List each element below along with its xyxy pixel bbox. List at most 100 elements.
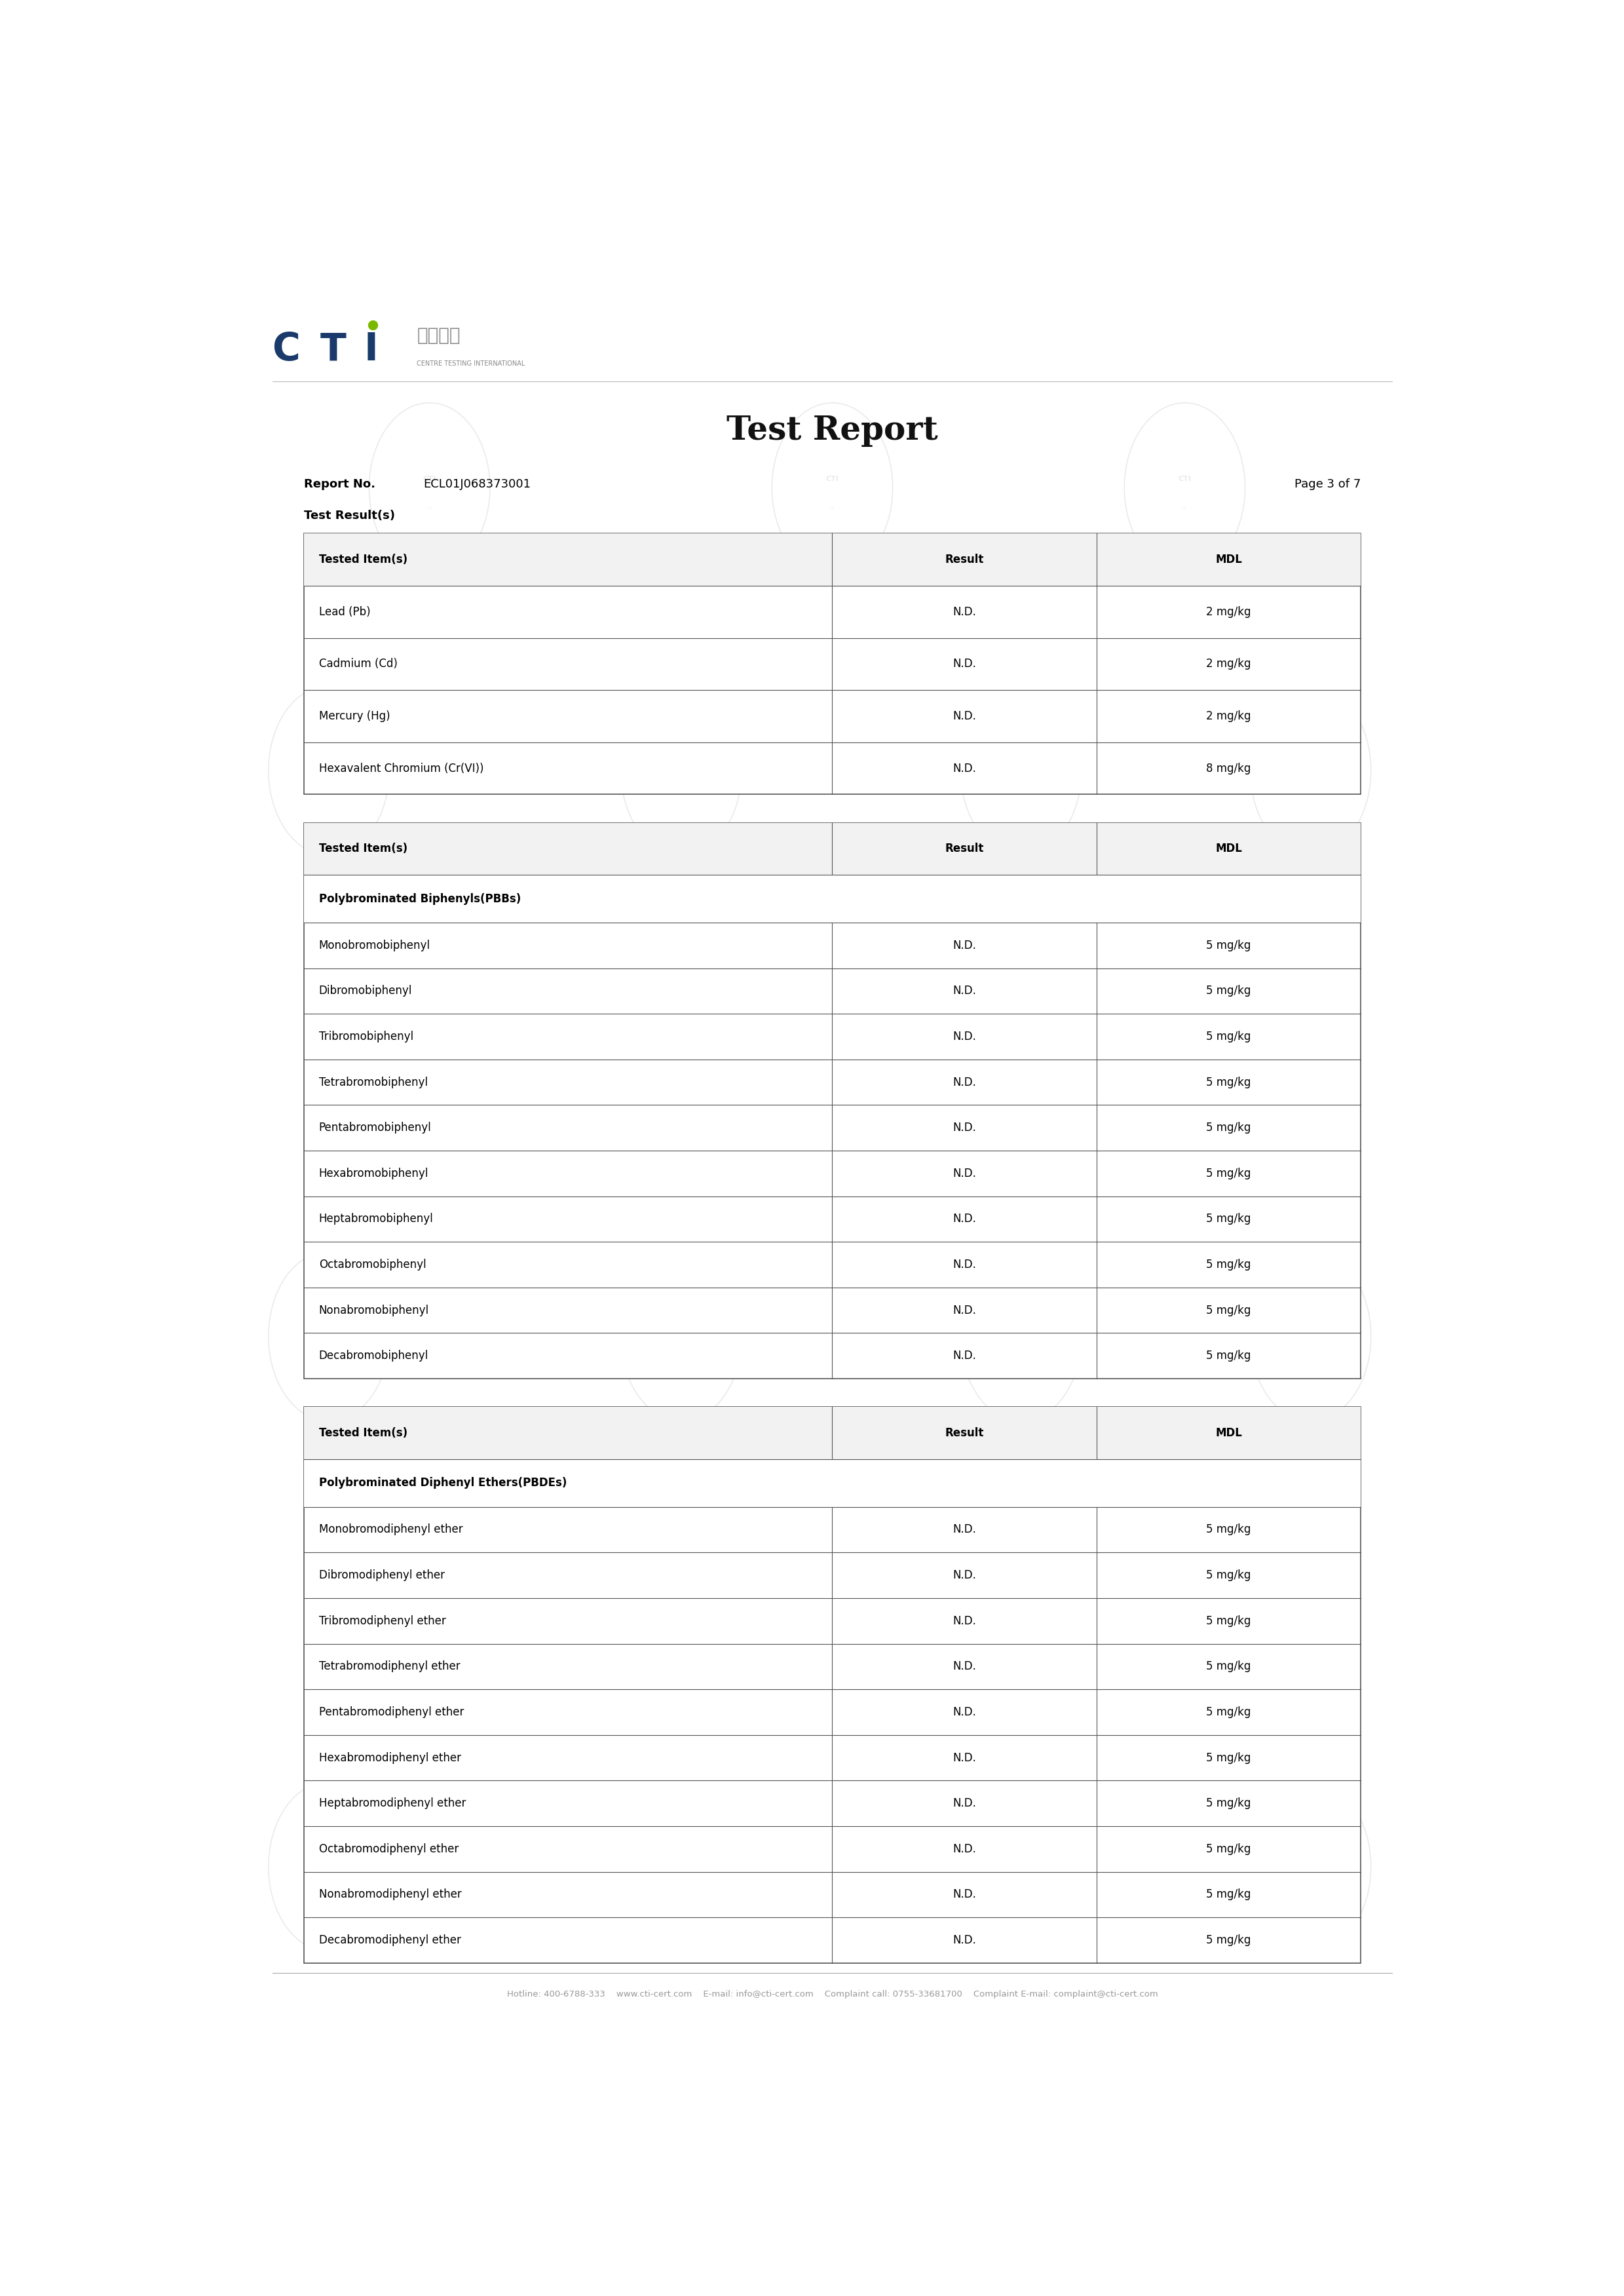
Text: N.D.: N.D.: [953, 1752, 976, 1763]
Text: N.D.: N.D.: [953, 1844, 976, 1855]
Bar: [1096, 533, 1361, 585]
Text: CTI: CTI: [326, 1357, 331, 1359]
Text: N.D.: N.D.: [953, 1212, 976, 1226]
Text: CTI: CTI: [427, 507, 432, 510]
Text: CENTRE TESTING INTERNATIONAL: CENTRE TESTING INTERNATIONAL: [417, 360, 525, 367]
Text: Result: Result: [945, 843, 984, 854]
Text: Hexavalent Chromium (Cr(VI)): Hexavalent Chromium (Cr(VI)): [318, 762, 484, 774]
Text: Nonabromodiphenyl ether: Nonabromodiphenyl ether: [318, 1890, 461, 1901]
Text: Result: Result: [945, 553, 984, 565]
Text: ECL01J068373001: ECL01J068373001: [424, 478, 531, 489]
Text: 5 mg/kg: 5 mg/kg: [1207, 1798, 1250, 1809]
Bar: [1096, 1407, 1361, 1460]
Text: MDL: MDL: [1215, 1428, 1242, 1440]
Text: CTI: CTI: [825, 475, 840, 482]
Text: N.D.: N.D.: [953, 985, 976, 996]
Bar: [831, 533, 1096, 585]
Text: N.D.: N.D.: [953, 1304, 976, 1316]
Text: T: T: [320, 331, 346, 367]
Text: CTI: CTI: [422, 1042, 437, 1047]
Text: CTI: CTI: [1015, 1325, 1028, 1332]
Text: CTI: CTI: [825, 1855, 840, 1862]
Text: CTI: CTI: [1182, 1072, 1187, 1077]
Text: Mercury (Hg): Mercury (Hg): [318, 709, 390, 721]
Text: CTI: CTI: [427, 1639, 432, 1642]
Text: 5 mg/kg: 5 mg/kg: [1207, 1614, 1250, 1628]
Text: 5 mg/kg: 5 mg/kg: [1207, 1304, 1250, 1316]
Text: N.D.: N.D.: [953, 606, 976, 618]
Text: Tested Item(s): Tested Item(s): [318, 1428, 408, 1440]
Text: N.D.: N.D.: [953, 1350, 976, 1362]
Text: Tetrabromodiphenyl ether: Tetrabromodiphenyl ether: [318, 1660, 460, 1671]
Text: 5 mg/kg: 5 mg/kg: [1207, 1123, 1250, 1134]
Text: Report No.: Report No.: [304, 478, 375, 489]
Bar: [304, 875, 1361, 923]
Bar: [304, 1407, 831, 1460]
Text: C: C: [273, 331, 300, 367]
Text: N.D.: N.D.: [953, 709, 976, 721]
Text: CTI: CTI: [825, 1607, 840, 1614]
Text: N.D.: N.D.: [953, 939, 976, 951]
Bar: [304, 1460, 1361, 1506]
Text: CTI: CTI: [1182, 507, 1187, 510]
Text: Result: Result: [945, 1428, 984, 1440]
Text: Decabromobiphenyl: Decabromobiphenyl: [318, 1350, 429, 1362]
Text: CTI: CTI: [1307, 1357, 1314, 1359]
Text: N.D.: N.D.: [953, 1258, 976, 1270]
Text: N.D.: N.D.: [953, 1798, 976, 1809]
Text: Monobromodiphenyl ether: Monobromodiphenyl ether: [318, 1525, 463, 1536]
Bar: [831, 822, 1096, 875]
Text: CTI: CTI: [679, 1357, 684, 1359]
Text: 5 mg/kg: 5 mg/kg: [1207, 1890, 1250, 1901]
Text: 5 mg/kg: 5 mg/kg: [1207, 1660, 1250, 1671]
Text: Test Report: Test Report: [726, 416, 939, 448]
Text: Lead (Pb): Lead (Pb): [318, 606, 370, 618]
Text: 5 mg/kg: 5 mg/kg: [1207, 1031, 1250, 1042]
Text: Page 3 of 7: Page 3 of 7: [1294, 478, 1361, 489]
Text: N.D.: N.D.: [953, 1706, 976, 1717]
Bar: [304, 822, 831, 875]
Text: 5 mg/kg: 5 mg/kg: [1207, 985, 1250, 996]
Text: N.D.: N.D.: [953, 1890, 976, 1901]
Text: Dibromobiphenyl: Dibromobiphenyl: [318, 985, 412, 996]
Text: Test Result(s): Test Result(s): [304, 510, 395, 521]
Text: 2 mg/kg: 2 mg/kg: [1207, 709, 1250, 721]
Text: Pentabromodiphenyl ether: Pentabromodiphenyl ether: [318, 1706, 464, 1717]
Text: N.D.: N.D.: [953, 1570, 976, 1582]
Text: 2 mg/kg: 2 mg/kg: [1207, 659, 1250, 670]
Text: N.D.: N.D.: [953, 1077, 976, 1088]
Text: Tetrabromobiphenyl: Tetrabromobiphenyl: [318, 1077, 427, 1088]
Text: 5 mg/kg: 5 mg/kg: [1207, 1844, 1250, 1855]
Text: 5 mg/kg: 5 mg/kg: [1207, 1933, 1250, 1947]
Text: 8 mg/kg: 8 mg/kg: [1207, 762, 1250, 774]
Text: CTI: CTI: [830, 507, 835, 510]
Text: CTI: CTI: [1304, 1855, 1317, 1862]
Bar: [304, 822, 1361, 1378]
Text: Tested Item(s): Tested Item(s): [318, 553, 408, 565]
Text: Hotline: 400-6788-333    www.cti-cert.com    E-mail: info@cti-cert.com    Compla: Hotline: 400-6788-333 www.cti-cert.com E…: [507, 1991, 1158, 1998]
Text: CTI: CTI: [422, 475, 437, 482]
Text: N.D.: N.D.: [953, 1933, 976, 1947]
Text: CTI: CTI: [830, 1639, 835, 1642]
Text: Cadmium (Cd): Cadmium (Cd): [318, 659, 398, 670]
Text: N.D.: N.D.: [953, 1614, 976, 1628]
Bar: [304, 533, 831, 585]
Text: N.D.: N.D.: [953, 1123, 976, 1134]
Text: CTI: CTI: [322, 1855, 336, 1862]
Text: 5 mg/kg: 5 mg/kg: [1207, 1212, 1250, 1226]
Text: I: I: [364, 331, 378, 367]
Text: Decabromodiphenyl ether: Decabromodiphenyl ether: [318, 1933, 461, 1947]
Text: 5 mg/kg: 5 mg/kg: [1207, 1258, 1250, 1270]
Text: Nonabromobiphenyl: Nonabromobiphenyl: [318, 1304, 429, 1316]
Text: Polybrominated Biphenyls(PBBs): Polybrominated Biphenyls(PBBs): [318, 893, 521, 905]
Text: 5 mg/kg: 5 mg/kg: [1207, 1706, 1250, 1717]
Text: 2 mg/kg: 2 mg/kg: [1207, 606, 1250, 618]
Text: Dibromodiphenyl ether: Dibromodiphenyl ether: [318, 1570, 445, 1582]
Text: CTI: CTI: [322, 758, 336, 765]
Text: CTI: CTI: [1177, 1607, 1192, 1614]
Text: N.D.: N.D.: [953, 1031, 976, 1042]
Text: 5 mg/kg: 5 mg/kg: [1207, 1169, 1250, 1180]
Text: N.D.: N.D.: [953, 1525, 976, 1536]
Text: N.D.: N.D.: [953, 1169, 976, 1180]
Text: Tribromodiphenyl ether: Tribromodiphenyl ether: [318, 1614, 445, 1628]
